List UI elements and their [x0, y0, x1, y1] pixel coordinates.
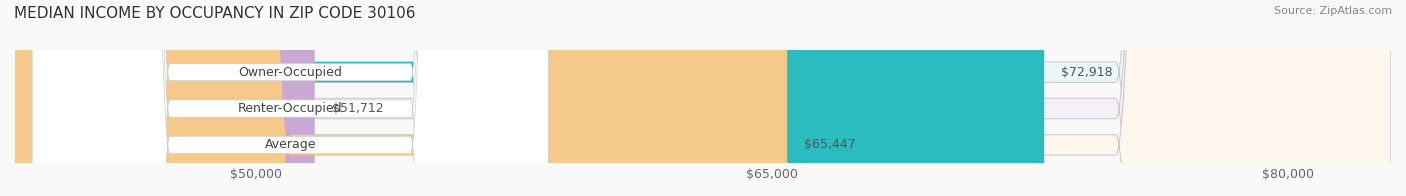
Text: Owner-Occupied: Owner-Occupied	[238, 66, 342, 79]
Text: Average: Average	[264, 138, 316, 152]
Text: MEDIAN INCOME BY OCCUPANCY IN ZIP CODE 30106: MEDIAN INCOME BY OCCUPANCY IN ZIP CODE 3…	[14, 6, 416, 21]
FancyBboxPatch shape	[15, 0, 1045, 196]
Text: $51,712: $51,712	[332, 102, 384, 115]
FancyBboxPatch shape	[32, 0, 548, 196]
FancyBboxPatch shape	[32, 0, 548, 196]
Text: $72,918: $72,918	[1062, 66, 1114, 79]
Text: Renter-Occupied: Renter-Occupied	[238, 102, 343, 115]
FancyBboxPatch shape	[15, 0, 1391, 196]
Text: Source: ZipAtlas.com: Source: ZipAtlas.com	[1274, 6, 1392, 16]
FancyBboxPatch shape	[15, 0, 1391, 196]
FancyBboxPatch shape	[32, 0, 548, 196]
FancyBboxPatch shape	[15, 0, 1391, 196]
FancyBboxPatch shape	[15, 0, 787, 196]
FancyBboxPatch shape	[15, 0, 315, 196]
Text: $65,447: $65,447	[804, 138, 856, 152]
